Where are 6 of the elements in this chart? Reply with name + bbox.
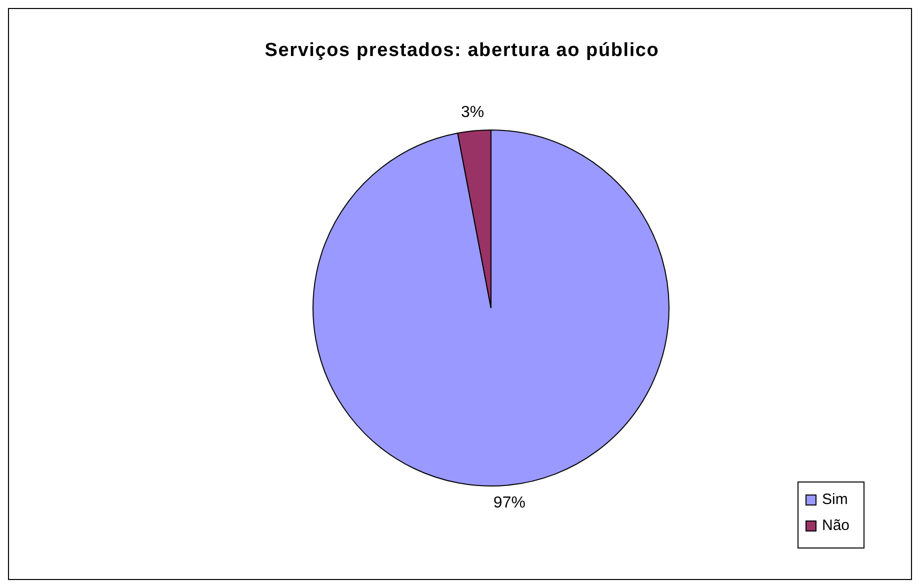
pie-slice bbox=[312, 130, 670, 486]
data-label: 3% bbox=[460, 104, 484, 122]
data-label: 97% bbox=[493, 494, 526, 512]
chart-title: Serviços prestados: abertura ao público bbox=[264, 40, 660, 61]
legend-label: Sim bbox=[822, 490, 848, 508]
legend-label: Não bbox=[822, 516, 850, 534]
